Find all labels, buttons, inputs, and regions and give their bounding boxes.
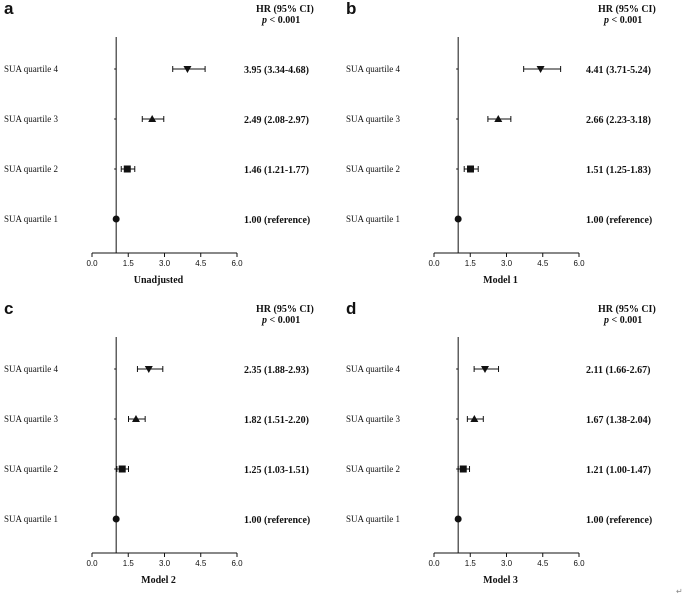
x-tick-label: 4.5: [537, 259, 549, 268]
p-symbol: p: [603, 15, 609, 26]
hr-value-label: 1.46 (1.21-1.77): [244, 165, 309, 176]
hr-marker-square: [118, 465, 126, 473]
x-tick-label: 1.5: [465, 559, 477, 568]
x-axis-label: Model 3: [483, 575, 518, 586]
x-tick-label: 6.0: [573, 559, 585, 568]
panel-b: b HR (95% CI)p < 0.001 0.0 1.5 3.0 4.5 6.0 Mode…: [346, 0, 656, 286]
p-symbol: p: [261, 15, 267, 26]
hr-value-label: 1.67 (1.38-2.04): [586, 415, 651, 426]
row-label: SUA quartile 2: [346, 464, 400, 474]
p-symbol: p: [603, 315, 609, 326]
hr-marker-circle: [112, 215, 120, 223]
x-tick-label: 4.5: [195, 259, 207, 268]
hr-marker-triangle-down: [536, 66, 545, 73]
row-label: SUA quartile 3: [4, 114, 58, 124]
hr-marker-triangle-up: [131, 415, 140, 422]
hr-value-label: 2.49 (2.08-2.97): [244, 115, 309, 126]
hr-value-label: 1.00 (reference): [244, 515, 310, 526]
p-value-header: p < 0.001: [603, 315, 642, 326]
hr-ci-header: HR (95% CI): [598, 304, 656, 315]
p-value-header: p < 0.001: [261, 15, 300, 26]
hr-ci-header: HR (95% CI): [256, 304, 314, 315]
hr-marker-circle: [454, 215, 462, 223]
x-tick-label: 6.0: [231, 559, 243, 568]
row-label: SUA quartile 2: [346, 164, 400, 174]
hr-value-label: 2.66 (2.23-3.18): [586, 115, 651, 126]
hr-value-label: 3.95 (3.34-4.68): [244, 65, 309, 76]
hr-value-label: 1.00 (reference): [586, 215, 652, 226]
panel-d: d HR (95% CI)p < 0.001 0.0 1.5 3.0 4.5 6.0 Mode…: [346, 299, 656, 586]
hr-ci-header: HR (95% CI): [256, 4, 314, 15]
row-label: SUA quartile 1: [4, 214, 58, 224]
hr-marker-square: [459, 465, 467, 473]
x-tick-label: 0.0: [86, 559, 98, 568]
x-axis-label: Unadjusted: [134, 275, 184, 286]
panel-letter: d: [346, 299, 356, 318]
p-value: < 0.001: [267, 15, 300, 26]
x-tick-label: 4.5: [537, 559, 549, 568]
x-tick-label: 4.5: [195, 559, 207, 568]
p-symbol: p: [261, 315, 267, 326]
row-label: SUA quartile 1: [4, 514, 58, 524]
hr-value-label: 1.82 (1.51-2.20): [244, 415, 309, 426]
row-label: SUA quartile 1: [346, 514, 400, 524]
x-tick-label: 3.0: [501, 259, 513, 268]
row-label: SUA quartile 4: [4, 364, 58, 374]
row-label: SUA quartile 2: [4, 164, 58, 174]
panel-letter: b: [346, 0, 356, 18]
x-tick-label: 3.0: [159, 559, 171, 568]
hr-marker-square: [123, 165, 131, 173]
row-label: SUA quartile 1: [346, 214, 400, 224]
row-label: SUA quartile 2: [4, 464, 58, 474]
p-value: < 0.001: [609, 315, 642, 326]
x-tick-label: 1.5: [123, 559, 135, 568]
hr-value-label: 1.51 (1.25-1.83): [586, 165, 651, 176]
row-label: SUA quartile 3: [346, 414, 400, 424]
panel-a: a HR (95% CI)p < 0.001 0.0 1.5 3.0 4.5 6.0 Unad…: [4, 0, 314, 286]
p-value: < 0.001: [267, 315, 300, 326]
panel-letter: a: [4, 0, 14, 18]
p-value: < 0.001: [609, 15, 642, 26]
x-axis-label: Model 1: [483, 275, 518, 286]
x-tick-label: 3.0: [501, 559, 513, 568]
row-label: SUA quartile 4: [346, 64, 400, 74]
hr-marker-triangle-down: [144, 366, 153, 373]
hr-value-label: 1.00 (reference): [586, 515, 652, 526]
row-label: SUA quartile 3: [346, 114, 400, 124]
hr-marker-triangle-up: [470, 415, 479, 422]
row-label: SUA quartile 4: [4, 64, 58, 74]
hr-marker-triangle-up: [494, 115, 503, 122]
hr-value-label: 2.11 (1.66-2.67): [586, 365, 650, 376]
p-value-header: p < 0.001: [261, 315, 300, 326]
x-tick-label: 0.0: [428, 559, 440, 568]
panel-letter: c: [4, 299, 13, 318]
x-tick-label: 0.0: [428, 259, 440, 268]
hr-marker-circle: [454, 515, 462, 523]
row-label: SUA quartile 4: [346, 364, 400, 374]
panel-c: c HR (95% CI)p < 0.001 0.0 1.5 3.0 4.5 6.0 Mode…: [4, 299, 314, 586]
hr-value-label: 4.41 (3.71-5.24): [586, 65, 651, 76]
row-label: SUA quartile 3: [4, 414, 58, 424]
hr-marker-triangle-down: [183, 66, 192, 73]
x-tick-label: 1.5: [465, 259, 477, 268]
hr-marker-circle: [112, 515, 120, 523]
hr-marker-triangle-down: [480, 366, 489, 373]
hr-value-label: 2.35 (1.88-2.93): [244, 365, 309, 376]
hr-marker-triangle-up: [148, 115, 157, 122]
x-tick-label: 6.0: [573, 259, 585, 268]
hr-ci-header: HR (95% CI): [598, 4, 656, 15]
x-tick-label: 3.0: [159, 259, 171, 268]
hr-value-label: 1.21 (1.00-1.47): [586, 465, 651, 476]
hr-value-label: 1.00 (reference): [244, 215, 310, 226]
x-axis-label: Model 2: [141, 575, 176, 586]
return-glyph: ↵: [676, 587, 683, 596]
x-tick-label: 6.0: [231, 259, 243, 268]
p-value-header: p < 0.001: [603, 15, 642, 26]
x-tick-label: 0.0: [86, 259, 98, 268]
hr-marker-square: [466, 165, 474, 173]
x-tick-label: 1.5: [123, 259, 135, 268]
hr-value-label: 1.25 (1.03-1.51): [244, 465, 309, 476]
